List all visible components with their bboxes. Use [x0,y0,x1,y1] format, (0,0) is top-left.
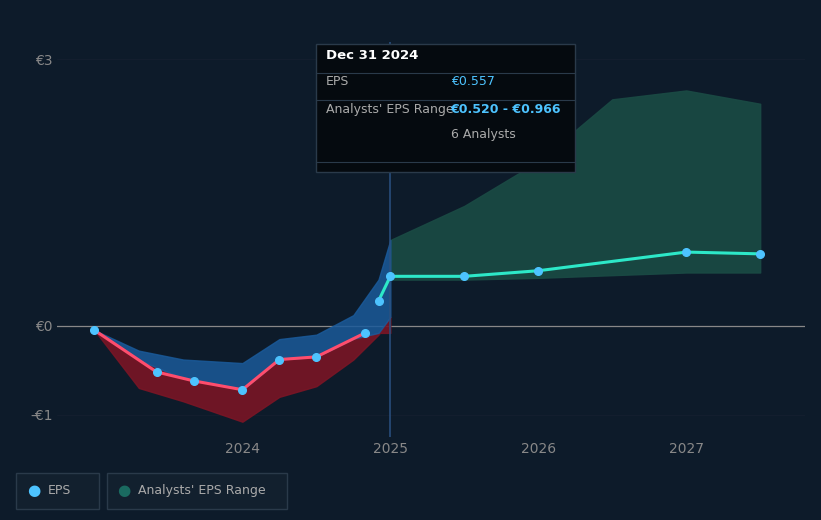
Text: Analysts Forecasts: Analysts Forecasts [395,82,505,95]
Text: ●: ● [117,484,131,498]
Text: EPS: EPS [48,485,71,497]
Text: Analysts' EPS Range: Analysts' EPS Range [326,103,453,116]
Text: Analysts' EPS Range: Analysts' EPS Range [138,485,265,497]
Text: ●: ● [27,484,40,498]
Text: EPS: EPS [326,75,349,88]
Text: Actual: Actual [344,82,386,95]
Text: €0.520 - €0.966: €0.520 - €0.966 [451,103,561,116]
Text: Dec 31 2024: Dec 31 2024 [326,49,419,62]
Text: 6 Analysts: 6 Analysts [451,128,516,141]
Text: €0.557: €0.557 [451,75,494,88]
